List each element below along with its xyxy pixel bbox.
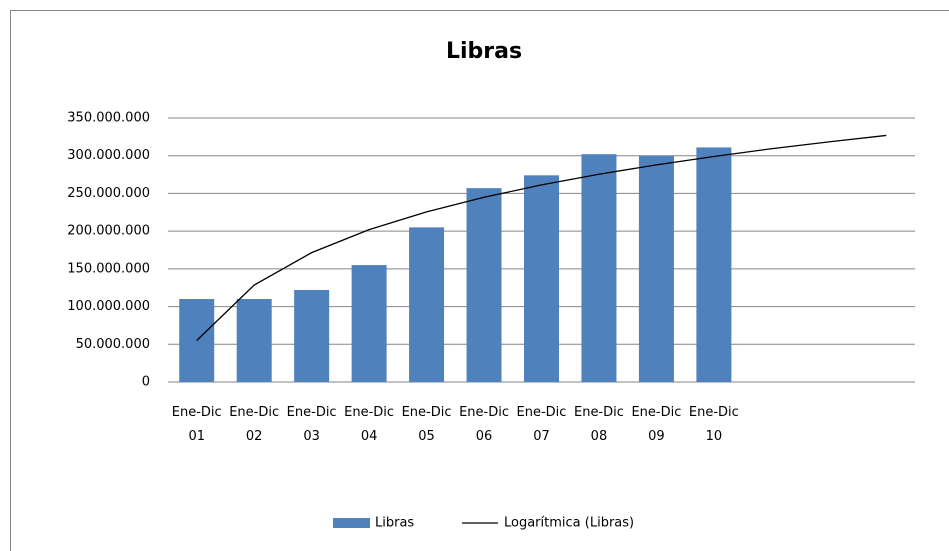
bar [638,155,674,382]
y-tick-label: 350.000.000 [67,111,150,126]
x-tick-label: Ene-Dic 01 [171,405,222,444]
y-tick-label: 100.000.000 [67,299,150,314]
y-tick-label: 0 [142,375,150,390]
y-tick-label: 50.000.000 [76,337,150,352]
x-tick-label: Ene-Dic 02 [229,405,280,444]
legend-swatch [333,518,370,528]
bar [696,147,732,382]
bar [236,299,272,382]
x-tick-label: Ene-Dic 07 [516,405,567,444]
y-tick-label: 200.000.000 [67,224,150,239]
bar [351,265,387,382]
legend-label: Logarítmica (Libras) [504,516,634,531]
bar [524,175,559,382]
bar [466,188,502,382]
x-tick-label: Ene-Dic 09 [631,405,682,444]
x-tick-label: Ene-Dic 03 [286,405,337,444]
y-tick-label: 300.000.000 [67,148,150,163]
y-tick-label: 150.000.000 [67,261,150,276]
legend-label: Libras [375,516,414,531]
x-tick-label: Ene-Dic 08 [573,405,624,444]
x-tick-label: Ene-Dic 06 [459,405,509,444]
y-tick-label: 250.000.000 [67,186,150,201]
bar [581,154,617,382]
bar [294,289,330,382]
trend-line [196,134,887,341]
x-tick-label: Ene-Dic 05 [401,405,452,444]
x-tick-label: Ene-Dic 10 [688,405,739,444]
chart-title: Libras [446,39,522,64]
bar [409,227,445,382]
x-tick-label: Ene-Dic 04 [344,405,395,444]
